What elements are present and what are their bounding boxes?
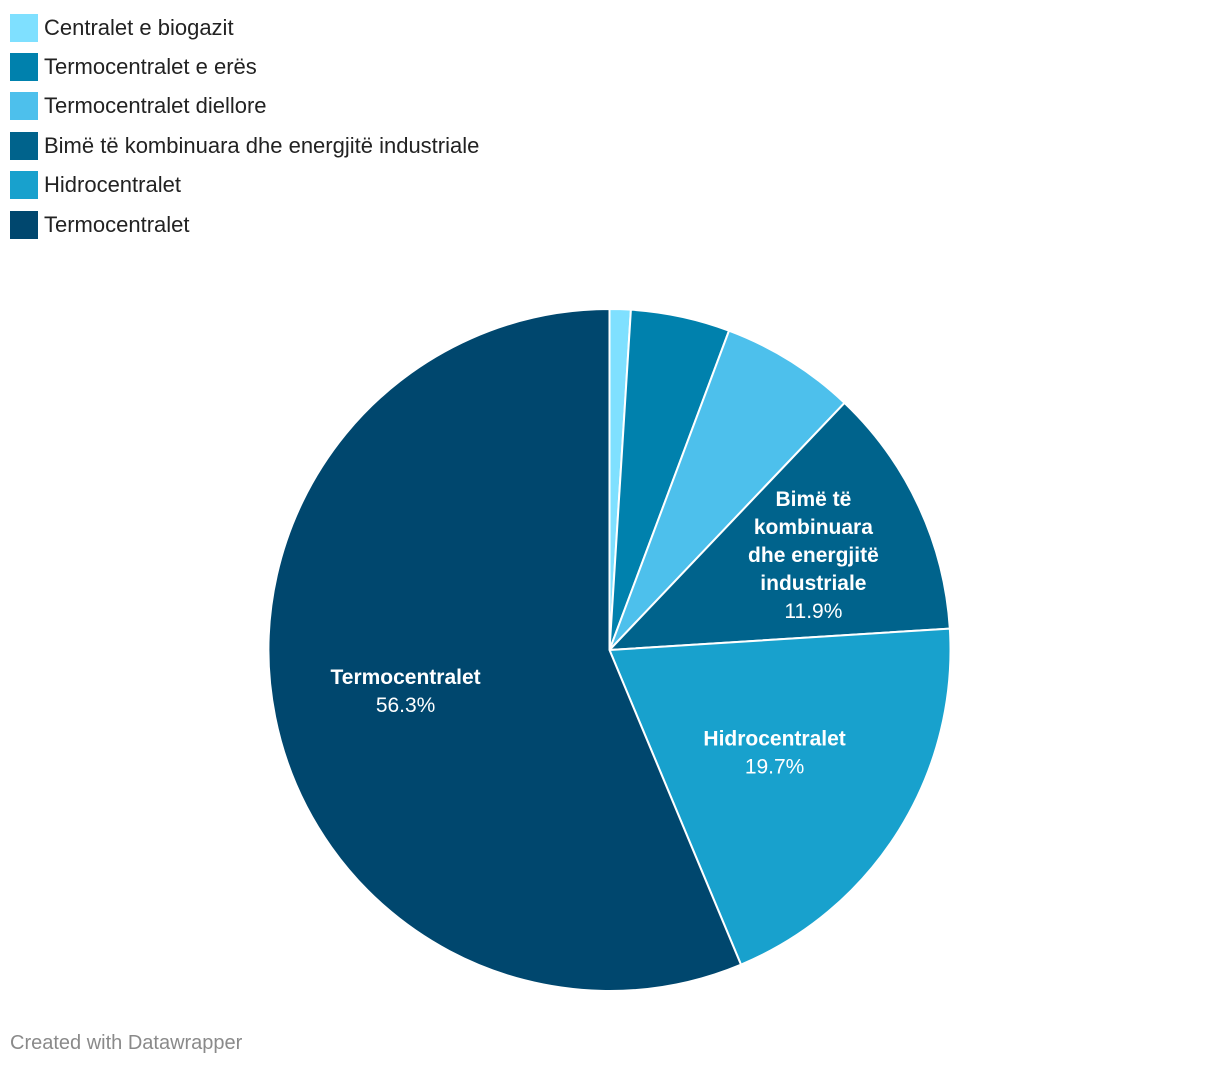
pie-slice-name: kombinuara: [754, 516, 873, 539]
pie-slice: [608, 401, 951, 651]
legend-swatch: [10, 171, 38, 200]
legend-label: Centralet e biogazit: [44, 14, 234, 40]
legend-label: Termocentralet diellore: [44, 93, 267, 119]
legend-label: Hidrocentralet: [44, 172, 181, 198]
legend-label: Termocentralet e erës: [44, 54, 257, 80]
pie-slice-label: Hidrocentralet 19.7%: [703, 728, 845, 779]
pie-slice-name: Bimë të: [775, 488, 851, 511]
pie-slice-label: Bimë të kombinuara dhe energjitë industrial…: [748, 488, 879, 623]
legend-item: Bimë të kombinuara dhe energjitë industr…: [10, 126, 479, 165]
pie-slice: [267, 308, 742, 992]
chart-legend: Centralet e biogazit Termocentralet e erë…: [10, 8, 479, 244]
pie-slices: [267, 307, 952, 992]
legend-swatch: [10, 131, 38, 160]
pie-slice-name: Termocentralet: [331, 666, 481, 689]
pie-slice-name: dhe energjitë: [748, 544, 879, 567]
legend-label: Termocentralet: [44, 211, 190, 237]
legend-swatch: [10, 92, 38, 121]
legend-item: Termocentralet diellore: [10, 87, 479, 126]
legend-item: Termocentralet e erës: [10, 47, 479, 86]
legend-swatch: [10, 13, 38, 42]
pie-slice-value: 11.9%: [784, 600, 842, 623]
pie-slice: [608, 329, 846, 651]
datawrapper-credit[interactable]: Created with Datawrapper: [10, 1032, 243, 1054]
legend-item: Termocentralet: [10, 205, 479, 244]
pie-slice-name: industriale: [760, 572, 866, 595]
pie-slice-name: Hidrocentralet: [703, 728, 845, 751]
pie-slice-value: 19.7%: [745, 756, 805, 779]
pie-slice-label: Termocentralet 56.3%: [331, 666, 481, 717]
legend-swatch: [10, 210, 38, 239]
legend-item: Hidrocentralet: [10, 166, 479, 205]
pie-slice: [608, 627, 952, 966]
legend-item: Centralet e biogazit: [10, 8, 479, 47]
legend-label: Bimë të kombinuara dhe energjitë industr…: [44, 132, 480, 158]
pie-slice-labels: Bimë të kombinuara dhe energjitë industrial…: [331, 488, 879, 779]
legend-swatch: [10, 53, 38, 82]
pie-slice-value: 56.3%: [376, 694, 436, 717]
